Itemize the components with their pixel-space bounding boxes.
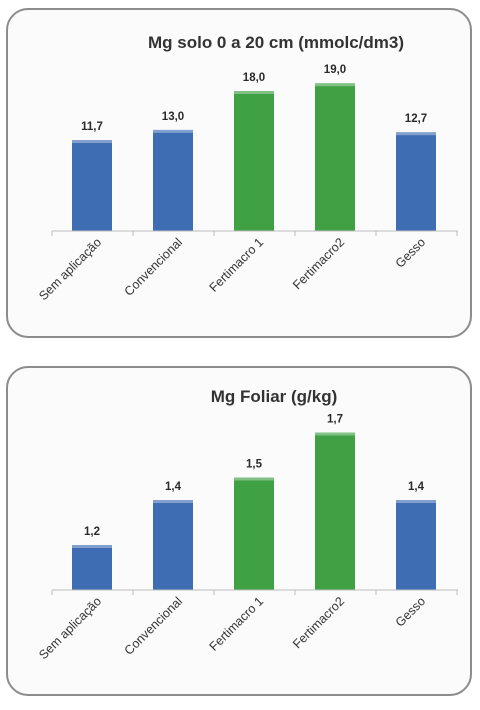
bar-gesso: [396, 500, 436, 590]
data-label: 1,4: [165, 481, 182, 493]
bar-highlight: [234, 477, 274, 481]
x-tick-label: Fertimacro2: [290, 594, 347, 651]
bar-highlight: [315, 432, 355, 436]
bar-group: 11,7 13,0 18,0 19,0 12,7: [72, 64, 436, 231]
x-tick-label: Fertimacro 1: [207, 235, 267, 295]
bar-group: 1,2 1,4 1,5 1,7 1,4: [72, 414, 436, 590]
data-label: 12,7: [405, 113, 427, 125]
data-label: 18,0: [243, 72, 265, 84]
x-tick-group: Sem aplicação Convencional Fertimacro 1 Fer…: [36, 231, 458, 303]
x-tick-label: Fertimacro2: [290, 235, 347, 292]
bar-highlight: [153, 500, 193, 503]
bar-convencional: [153, 500, 193, 590]
x-tick-label: Gesso: [393, 594, 428, 629]
bar-highlight: [396, 500, 436, 503]
data-label: 19,0: [324, 64, 346, 76]
bar-fertimacro-1: [234, 91, 274, 231]
chart-mg-solo: Mg solo 0 a 20 cm (mmolc/dm3) 11,7 13,0 18…: [36, 33, 458, 303]
chart-panel-mg-foliar: Mg Foliar (g/kg) 1,2 1,4 1,5 1,7 1,4 Sem apl…: [6, 366, 472, 696]
data-label: 1,7: [327, 414, 343, 426]
chart-title: Mg Foliar (g/kg): [211, 387, 338, 406]
bar-fertimacro-1: [234, 477, 274, 590]
data-label: 13,0: [162, 111, 184, 123]
bar-highlight: [72, 140, 112, 143]
bar-highlight: [396, 132, 436, 136]
bar-highlight: [153, 129, 193, 133]
x-tick-label: Sem aplicação: [36, 235, 104, 303]
x-tick-label: Fertimacro 1: [207, 594, 267, 654]
bar-fertimacro2: [315, 83, 355, 231]
data-label: 1,2: [84, 526, 100, 538]
data-label: 1,5: [246, 459, 263, 471]
chart-title: Mg solo 0 a 20 cm (mmolc/dm3): [148, 33, 404, 52]
bar-highlight: [72, 545, 112, 548]
chart-panel-mg-solo: Mg solo 0 a 20 cm (mmolc/dm3) 11,7 13,0 18…: [6, 8, 472, 338]
bar-gesso: [396, 132, 436, 231]
bar-sem-aplica-o: [72, 140, 112, 231]
data-label: 1,4: [408, 481, 425, 493]
chart-mg-foliar: Mg Foliar (g/kg) 1,2 1,4 1,5 1,7 1,4 Sem apl…: [36, 387, 458, 662]
bar-highlight: [315, 83, 355, 87]
bar-fertimacro2: [315, 432, 355, 590]
x-tick-label: Convencional: [122, 235, 185, 298]
data-label: 11,7: [81, 121, 103, 133]
x-tick-group: Sem aplicação Convencional Fertimacro 1 Fer…: [36, 590, 458, 662]
x-tick-label: Convencional: [122, 594, 185, 657]
bar-convencional: [153, 129, 193, 231]
bar-highlight: [234, 91, 274, 94]
bar-sem-aplica-o: [72, 545, 112, 590]
x-tick-label: Sem aplicação: [36, 594, 104, 662]
x-tick-label: Gesso: [393, 235, 428, 270]
